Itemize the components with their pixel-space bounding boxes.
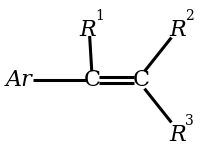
Text: Ar: Ar xyxy=(5,69,32,91)
Text: 2: 2 xyxy=(185,8,194,23)
Text: C: C xyxy=(133,69,150,91)
Text: 3: 3 xyxy=(185,114,194,128)
Text: 1: 1 xyxy=(95,8,104,23)
Text: R: R xyxy=(170,19,186,41)
Text: R: R xyxy=(170,124,186,146)
Text: C: C xyxy=(83,69,100,91)
Text: R: R xyxy=(79,19,96,41)
